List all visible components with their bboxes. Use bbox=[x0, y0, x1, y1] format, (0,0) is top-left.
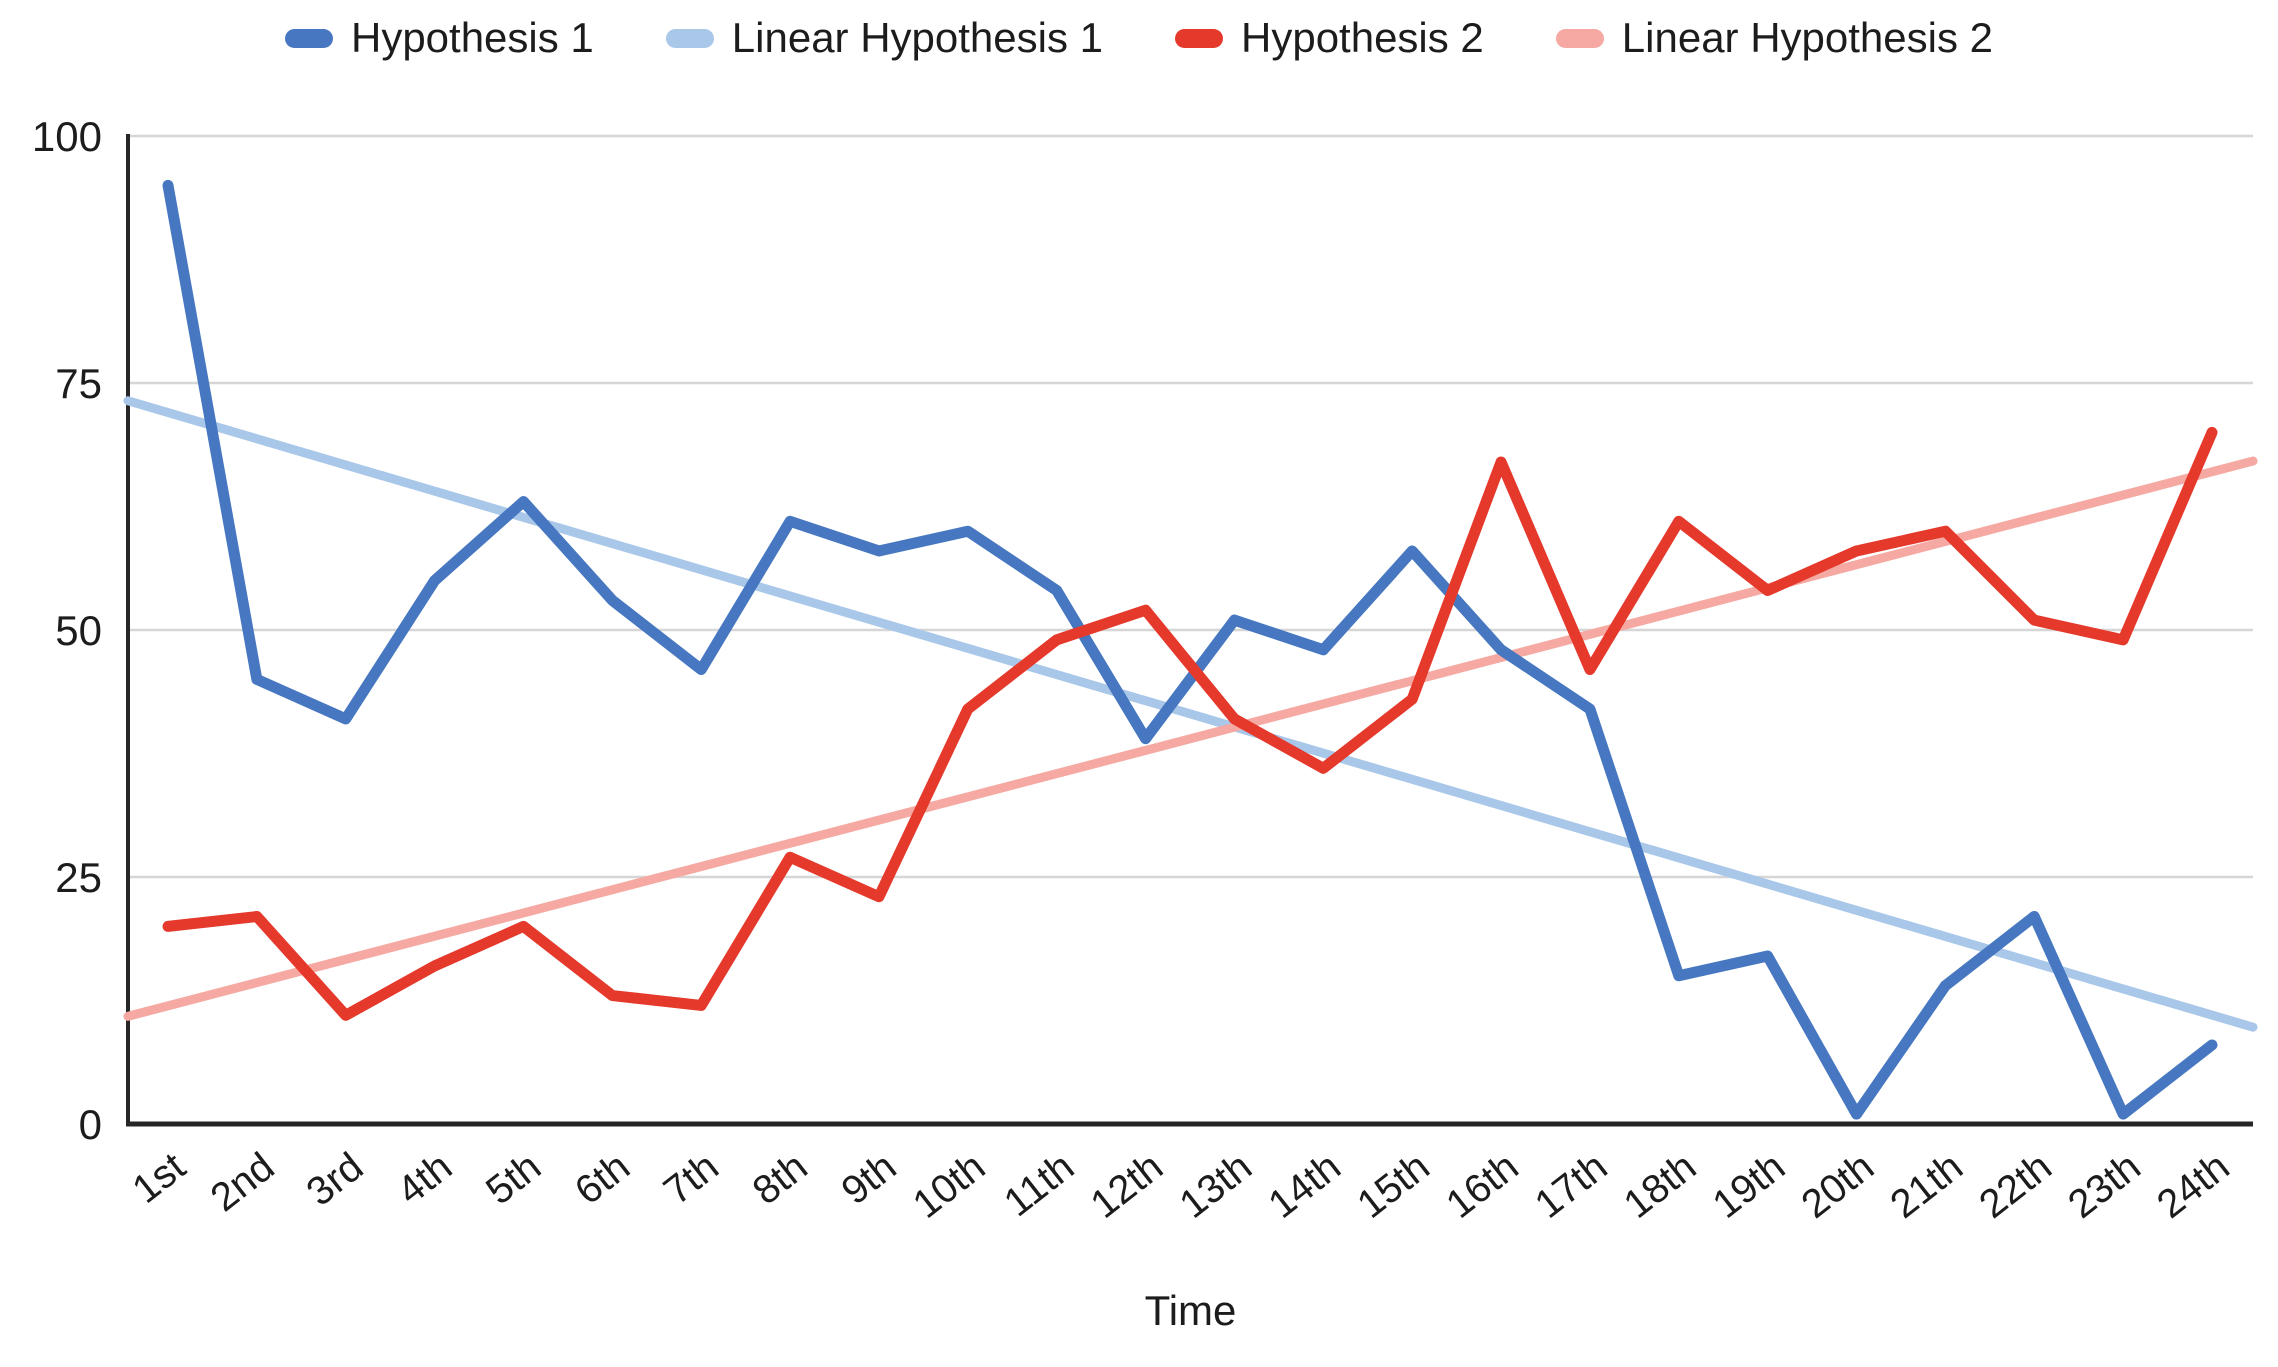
legend: Hypothesis 1 Linear Hypothesis 1 Hypothe… bbox=[0, 14, 2278, 62]
x-tick-label-14th: 14th bbox=[1260, 1144, 1348, 1227]
legend-swatch-linear-hypothesis-1 bbox=[665, 28, 714, 48]
series-line-hypothesis-2 bbox=[162, 426, 2218, 1021]
legend-label-linear-hypothesis-2: Linear Hypothesis 2 bbox=[1621, 14, 1994, 61]
x-tick-label-4th: 4th bbox=[389, 1144, 460, 1213]
x-tick-label-17th: 17th bbox=[1527, 1144, 1615, 1227]
x-tick-label-19th: 19th bbox=[1705, 1144, 1793, 1227]
legend-label-hypothesis-1: Hypothesis 1 bbox=[350, 14, 594, 61]
x-tick-label-11th: 11th bbox=[996, 1144, 1082, 1225]
x-tick-label-13th: 13th bbox=[1172, 1144, 1260, 1227]
x-tick-label-1st: 1st bbox=[124, 1144, 193, 1212]
x-tick-label-20th: 20th bbox=[1794, 1144, 1882, 1227]
y-tick-label-25: 25 bbox=[55, 854, 102, 901]
x-tick-label-8th: 8th bbox=[745, 1144, 816, 1213]
x-tick-label-6th: 6th bbox=[567, 1144, 638, 1213]
x-tick-label-2nd: 2nd bbox=[203, 1144, 283, 1220]
x-tick-label-9th: 9th bbox=[834, 1144, 905, 1213]
y-tick-label-100: 100 bbox=[32, 113, 102, 160]
legend-item-linear-hypothesis-1: Linear Hypothesis 1 bbox=[665, 14, 1103, 62]
x-tick-label-21th: 21th bbox=[1882, 1144, 1970, 1227]
y-tick-label-0: 0 bbox=[79, 1101, 102, 1148]
legend-swatch-hypothesis-2 bbox=[1175, 28, 1223, 48]
x-tick-label-18th: 18th bbox=[1616, 1144, 1704, 1227]
series-line-hypothesis-1 bbox=[162, 179, 2218, 1120]
x-tick-label-24th: 24th bbox=[2149, 1144, 2237, 1227]
x-tick-label-10th: 10th bbox=[905, 1144, 993, 1227]
x-tick-label-3rd: 3rd bbox=[299, 1144, 372, 1214]
x-tick-label-7th: 7th bbox=[656, 1144, 727, 1213]
legend-item-linear-hypothesis-2: Linear Hypothesis 2 bbox=[1555, 14, 1994, 62]
x-tick-label-23th: 23th bbox=[2060, 1144, 2148, 1227]
x-tick-label-22th: 22th bbox=[1971, 1144, 2059, 1227]
legend-swatch-linear-hypothesis-2 bbox=[1555, 28, 1604, 48]
x-tick-label-12th: 12th bbox=[1083, 1144, 1171, 1227]
x-axis-title: Time bbox=[1145, 1287, 1237, 1334]
x-tick-label-5th: 5th bbox=[478, 1144, 549, 1213]
legend-item-hypothesis-1: Hypothesis 1 bbox=[284, 14, 594, 62]
legend-label-linear-hypothesis-1: Linear Hypothesis 1 bbox=[731, 14, 1103, 61]
legend-swatch-hypothesis-1 bbox=[284, 28, 333, 48]
legend-item-hypothesis-2: Hypothesis 2 bbox=[1175, 14, 1484, 62]
y-tick-label-50: 50 bbox=[55, 607, 102, 654]
y-tick-label-75: 75 bbox=[55, 360, 102, 407]
series-line-linear-hypothesis-1 bbox=[123, 396, 2258, 1032]
x-tick-label-16th: 16th bbox=[1438, 1144, 1526, 1227]
x-tick-label-15th: 15th bbox=[1349, 1144, 1437, 1227]
series-line-linear-hypothesis-2 bbox=[123, 456, 2258, 1021]
legend-label-hypothesis-2: Hypothesis 2 bbox=[1241, 14, 1484, 61]
